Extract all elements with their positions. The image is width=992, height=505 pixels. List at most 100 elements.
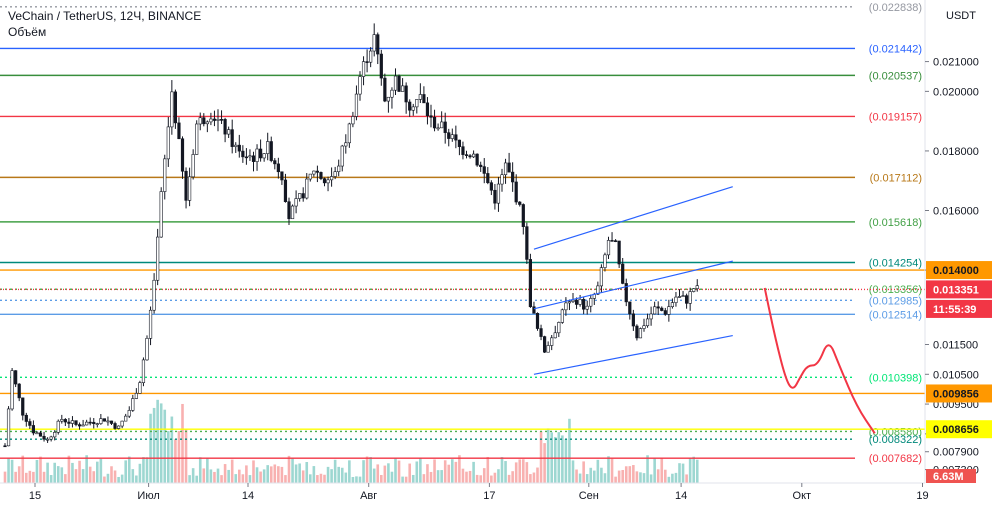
- candle-body: [468, 155, 472, 158]
- volume-bar: [678, 463, 681, 483]
- volume-bar: [245, 465, 248, 483]
- y-tick-label: 0.007900: [933, 447, 979, 459]
- volume-bar: [390, 471, 394, 483]
- candle-body: [195, 123, 199, 155]
- channel-layer: [533, 186, 733, 375]
- y-tick-label: 0.011500: [933, 340, 978, 352]
- candle-body: [49, 436, 53, 440]
- volume-bar: [426, 464, 429, 483]
- volume-bar: [167, 431, 170, 483]
- volume-bar: [497, 469, 500, 483]
- volume-bar: [408, 463, 411, 483]
- volume-bar: [99, 458, 103, 483]
- volume-bar: [174, 439, 177, 483]
- candle-body: [156, 236, 160, 281]
- volume-indicator-label[interactable]: Объём: [8, 25, 47, 39]
- volume-tag-label: 6.63M: [933, 471, 964, 483]
- candle-body: [354, 93, 359, 117]
- candle-body: [390, 89, 394, 98]
- candle-body: [223, 119, 227, 135]
- candle-body: [109, 420, 114, 424]
- volume-bar: [7, 457, 10, 483]
- volume-bar: [181, 403, 184, 483]
- candle-body: [24, 414, 28, 422]
- volume-bar: [667, 476, 671, 483]
- candle-body: [63, 419, 67, 423]
- level-label: (0.021442): [869, 43, 922, 55]
- volume-bar: [195, 475, 198, 483]
- volume-bar: [106, 473, 110, 483]
- candle-body: [315, 170, 320, 173]
- candle-body: [393, 75, 398, 91]
- volume-bar: [149, 413, 152, 483]
- candle-body: [610, 240, 614, 242]
- candle-body: [507, 162, 511, 173]
- candle-body: [440, 121, 444, 129]
- candle-body: [475, 153, 479, 166]
- candle-body: [631, 313, 635, 327]
- candle-body: [603, 254, 607, 268]
- volume-bar: [522, 459, 525, 483]
- price-tag-bg: [926, 299, 992, 318]
- volume-bar: [468, 470, 472, 483]
- candle-body: [578, 299, 582, 305]
- volume-bar: [553, 437, 557, 483]
- candle-body: [688, 291, 692, 304]
- volume-bar: [596, 459, 600, 483]
- volume-bar: [287, 455, 291, 483]
- candle-body: [230, 129, 234, 147]
- candle-body: [638, 328, 643, 339]
- volume-bar: [415, 461, 419, 483]
- x-tick-label: 14: [675, 490, 687, 502]
- volume-bar: [284, 475, 287, 483]
- candle-body: [358, 76, 362, 95]
- projection-path: [763, 287, 876, 434]
- volume-bar: [198, 457, 202, 483]
- volume-bar: [255, 467, 259, 483]
- volume-bar: [362, 460, 365, 483]
- candle-body: [85, 421, 89, 426]
- volume-bar: [262, 469, 266, 483]
- volume-bar: [42, 471, 46, 483]
- volume-bar: [348, 460, 351, 483]
- volume-bar: [170, 416, 174, 483]
- candle-body: [92, 421, 96, 424]
- candle-body: [234, 144, 238, 147]
- volume-bar: [585, 474, 589, 483]
- x-tick-label: 19: [916, 490, 928, 502]
- volume-bar: [156, 399, 159, 483]
- candle-body: [45, 438, 50, 441]
- candle-body: [227, 129, 231, 135]
- volume-bar: [671, 473, 674, 483]
- volume-bar: [113, 470, 117, 483]
- candle-body: [525, 226, 529, 260]
- volume-bar: [238, 469, 241, 483]
- volume-bar: [344, 472, 348, 483]
- candle-body: [653, 306, 657, 315]
- candle-body: [479, 164, 483, 167]
- volume-bar: [145, 457, 149, 483]
- volume-bar: [85, 455, 88, 483]
- volume-bar: [49, 475, 53, 483]
- candle-body: [667, 306, 671, 315]
- volume-bar: [241, 474, 245, 483]
- volume-bar: [248, 475, 252, 483]
- level-label: (0.014254): [869, 257, 922, 269]
- candle-body: [511, 171, 515, 183]
- volume-bar: [642, 473, 646, 483]
- volume-bar: [10, 459, 14, 483]
- volume-bar: [56, 466, 60, 483]
- volume-bar: [355, 476, 358, 483]
- volume-bar: [230, 459, 234, 483]
- volume-bar: [443, 460, 447, 483]
- level-label: (0.022838): [869, 2, 922, 14]
- candle-body: [443, 121, 447, 133]
- levels-layer: (0.022838) (0.021442) (0.020537) (0.019157)…: [0, 2, 925, 465]
- candle-body: [237, 144, 241, 152]
- volume-bar: [142, 457, 145, 483]
- x-tick-label: Авг: [360, 490, 377, 502]
- volume-bar: [685, 474, 688, 483]
- symbol-title[interactable]: VeChain / TetherUS, 12Ч, BINANCE: [8, 9, 202, 23]
- candle-body: [81, 424, 85, 427]
